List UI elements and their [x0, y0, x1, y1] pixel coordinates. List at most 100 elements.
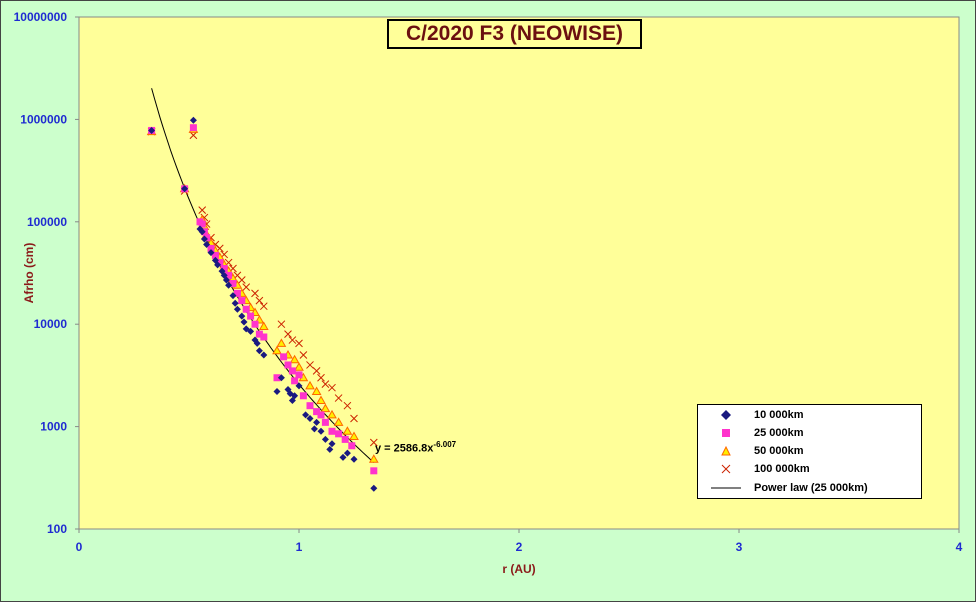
x-tick-label: 0: [76, 540, 83, 554]
point-25000km: [317, 411, 325, 419]
point-25000km: [341, 435, 349, 443]
point-100000km: [321, 380, 330, 388]
y-tick-label: 100000: [27, 215, 67, 229]
point-10000km: [231, 299, 239, 307]
point-10000km: [343, 449, 351, 457]
point-25000km: [211, 251, 219, 259]
point-10000km: [148, 126, 156, 134]
point-10000km: [350, 455, 358, 463]
point-10000km: [260, 351, 268, 359]
point-10000km: [207, 249, 215, 257]
point-100000km: [312, 367, 321, 375]
point-10000km: [203, 241, 211, 249]
point-100000km: [295, 339, 303, 348]
y-axis-label: Afrho (cm): [22, 243, 36, 304]
point-10000km: [326, 445, 334, 453]
point-10000km: [200, 235, 208, 243]
point-25000km: [299, 392, 307, 400]
point-50000km: [333, 417, 344, 426]
point-50000km: [258, 321, 269, 330]
point-50000km: [272, 345, 282, 355]
x-tick-label: 2: [516, 540, 523, 554]
point-10000km: [240, 318, 248, 326]
point-100000km: [237, 276, 246, 284]
point-25000km: [321, 418, 329, 426]
point-10000km: [328, 440, 336, 448]
point-100000km: [255, 296, 264, 305]
point-25000km: [225, 271, 233, 279]
point-50000km: [349, 431, 359, 441]
point-25000km: [216, 259, 224, 267]
y-tick-label: 1000000: [20, 112, 67, 126]
point-50000km: [289, 354, 300, 364]
point-100000km: [317, 373, 325, 382]
point-100000km: [350, 414, 358, 423]
point-100000km: [251, 289, 259, 298]
point-25000km: [335, 430, 343, 438]
point-10000km: [339, 453, 347, 461]
point-25000km: [242, 305, 250, 313]
point-10000km: [255, 347, 263, 355]
x-tick-label: 1: [296, 540, 303, 554]
point-10000km: [225, 281, 233, 289]
point-10000km: [214, 261, 222, 269]
point-100000km: [198, 206, 207, 214]
point-50000km: [316, 395, 326, 404]
trendline-equation: y = 2586.8x-6.007: [375, 440, 456, 455]
point-10000km: [321, 435, 329, 443]
point-25000km: [255, 330, 263, 338]
point-10000km: [198, 228, 206, 236]
point-25000km: [233, 289, 241, 297]
point-10000km: [295, 382, 303, 390]
point-25000km: [260, 333, 268, 341]
y-tick-label: 10000000: [14, 10, 68, 24]
point-25000km: [284, 361, 292, 369]
legend-item-25000km: 25 000km: [698, 424, 921, 442]
point-100000km: [306, 361, 314, 369]
point-25000km: [207, 244, 215, 252]
point-100000km: [242, 283, 251, 292]
legend-label: 10 000km: [754, 409, 804, 421]
point-10000km: [273, 388, 281, 396]
legend-label: 100 000km: [754, 463, 810, 475]
point-100000km: [189, 131, 198, 140]
point-50000km: [327, 409, 337, 419]
legend-marker-square: [698, 428, 754, 438]
point-100000km: [369, 438, 378, 447]
point-50000km: [305, 380, 315, 390]
point-25000km: [280, 353, 288, 361]
point-10000km: [233, 305, 241, 313]
legend-label: 25 000km: [754, 427, 804, 439]
point-25000km: [220, 264, 228, 272]
point-50000km: [342, 426, 353, 435]
point-10000km: [291, 392, 299, 400]
point-25000km: [348, 442, 356, 450]
point-10000km: [229, 292, 237, 300]
point-25000km: [306, 402, 314, 410]
point-25000km: [247, 312, 255, 320]
point-50000km: [276, 338, 287, 347]
point-50000km: [368, 454, 379, 463]
point-10000km: [313, 418, 321, 426]
point-25000km: [198, 220, 206, 228]
point-10000km: [247, 327, 255, 335]
point-10000km: [189, 116, 197, 124]
point-10000km: [370, 484, 378, 492]
point-50000km: [294, 362, 304, 371]
legend-label: Power law (25 000km): [754, 482, 868, 494]
point-100000km: [334, 394, 343, 402]
x-tick-label: 4: [956, 540, 963, 554]
legend: 10 000km 25 000km 50 000km 100 000km Pow…: [697, 404, 922, 499]
equation-exponent: -6.007: [433, 440, 457, 449]
point-100000km: [284, 330, 292, 338]
point-100000km: [259, 302, 268, 311]
point-50000km: [320, 403, 331, 413]
point-10000km: [310, 425, 318, 433]
point-100000km: [343, 401, 352, 410]
y-tick-label: 100: [47, 522, 67, 536]
legend-item-power-law: Power law (25 000km): [698, 479, 921, 497]
point-100000km: [288, 336, 297, 344]
chart-title: C/2020 F3 (NEOWISE): [387, 19, 642, 49]
point-100000km: [299, 351, 308, 359]
legend-item-10000km: 10 000km: [698, 406, 921, 424]
